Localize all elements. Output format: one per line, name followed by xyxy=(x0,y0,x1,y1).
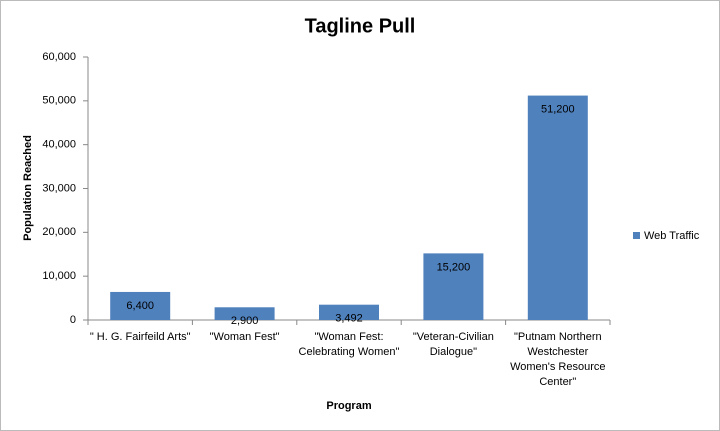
x-tick-label: "Woman Fest" xyxy=(209,331,280,343)
x-tick-label: "Putnam Northern Westchester Women's Res… xyxy=(510,331,606,388)
bar xyxy=(214,307,275,320)
value-label: 15,200 xyxy=(437,261,471,273)
y-tick-label: 60,000 xyxy=(42,51,76,63)
legend-swatch xyxy=(633,232,640,239)
bar xyxy=(423,253,484,320)
value-label: 3,492 xyxy=(335,313,363,325)
x-tick-label: "Veteran-Civilian Dialogue" xyxy=(412,331,494,358)
legend-label: Web Traffic xyxy=(644,230,700,242)
x-tick-label: " H. G. Fairfeild Arts" xyxy=(89,331,191,343)
bar xyxy=(319,304,379,320)
y-axis-title: Population Reached xyxy=(22,135,34,241)
x-tick-label: "Woman Fest: Celebrating Women" xyxy=(298,331,400,358)
y-tick-label: 50,000 xyxy=(42,95,76,107)
bar xyxy=(110,291,171,320)
value-label: 2,900 xyxy=(231,315,259,327)
value-label: 6,400 xyxy=(126,300,154,312)
y-tick-label: 0 xyxy=(70,314,76,326)
y-tick-label: 40,000 xyxy=(42,139,76,151)
value-label: 51,200 xyxy=(541,103,575,115)
y-tick-label: 10,000 xyxy=(42,270,76,282)
x-axis-title: Program xyxy=(326,400,371,412)
y-tick-label: 20,000 xyxy=(42,226,76,238)
bar xyxy=(527,95,588,320)
chart-title: Tagline Pull xyxy=(305,15,416,37)
y-tick-label: 30,000 xyxy=(42,182,76,194)
